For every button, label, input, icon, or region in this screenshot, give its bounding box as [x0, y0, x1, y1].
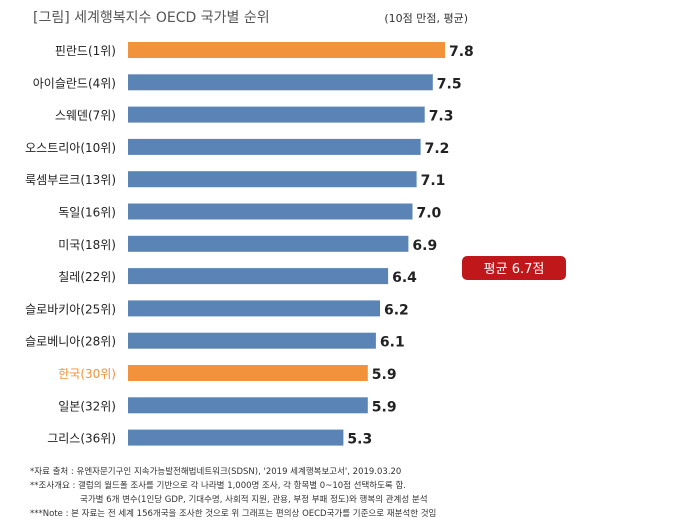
category-label-item-13: 그리스(36위) [47, 432, 116, 446]
value-labels: 7.8 7.5 7.3 7.2 7.1 7.0 6.9 6.4 6.2 6.1 5.9 5.9 5.3 [347, 44, 473, 448]
category-label-item-10: 슬로베니아(28위) [25, 335, 116, 349]
value-label-item-2: 7.5 [437, 76, 462, 92]
value-label-item-5: 7.1 [421, 173, 446, 189]
category-label-item-8: 칠레(22위) [58, 270, 116, 284]
category-label-item-2: 아이슬란드(4위) [33, 76, 116, 90]
category-label-item-9: 슬로바키아(25위) [25, 302, 116, 316]
bar-group [128, 42, 445, 446]
average-label: 평균 6.7점 [484, 262, 545, 277]
value-label-item-9: 6.2 [384, 302, 409, 318]
category-label-item-3: 스웨덴(7위) [55, 109, 116, 123]
value-label-item-7: 6.9 [412, 238, 437, 254]
reanalysis-note: ***Note : 본 자료는 전 세계 156개국을 조사한 것으로 위 그래… [30, 509, 437, 519]
bar-item-8 [128, 268, 389, 285]
bar-item-7 [128, 235, 409, 252]
value-label-item-8: 6.4 [392, 270, 417, 286]
bar-item-1 [128, 42, 445, 58]
category-labels: 핀란드(1위) 아이슬란드(4위) 스웨덴(7위) 오스트리아(10위) 룩셈부르크(1… [25, 44, 116, 446]
category-label-item-12: 일본(32위) [58, 399, 116, 413]
value-label-item-13: 5.3 [347, 432, 372, 448]
bar-item-6 [128, 203, 413, 220]
unit-label: (10점 만점, 평균) [384, 12, 468, 25]
happiness-bar-chart: [그림] 세계행복지수 OECD 국가별 순위 (10점 만점, 평균) 핀란드… [25, 10, 566, 448]
bar-item-3 [128, 106, 425, 123]
category-label-item-5: 룩셈부르크(13위) [25, 173, 116, 187]
value-label-item-3: 7.3 [429, 109, 454, 125]
value-label-item-11: 5.9 [372, 367, 397, 383]
bar-item-5 [128, 171, 417, 188]
bar-item-12 [128, 397, 368, 414]
source-note: *자료 출처 : 유엔자문기구인 지속가능발전해법네트워크(SDSN), '20… [30, 467, 402, 477]
value-label-item-4: 7.2 [425, 141, 450, 157]
category-label-item-7: 미국(18위) [58, 238, 116, 252]
average-badge [462, 256, 566, 280]
category-label-item-4: 오스트리아(10위) [25, 141, 116, 155]
bar-item-10 [128, 332, 376, 349]
category-label-item-1: 핀란드(1위) [55, 44, 116, 58]
bar-item-13 [128, 429, 344, 446]
survey-note-1: **조사개요 : 갤럽의 월드폴 조사를 기반으로 각 나라별 1,000명 조… [30, 481, 406, 491]
value-label-item-1: 7.8 [449, 44, 474, 60]
bar-item-4 [128, 138, 421, 155]
bar-item-2 [128, 74, 433, 91]
survey-note-2: 국가별 6개 변수(1인당 GDP, 기대수명, 사회적 지원, 관용, 부정 … [80, 495, 428, 505]
value-label-item-12: 5.9 [372, 399, 397, 415]
footnotes: *자료 출처 : 유엔자문기구인 지속가능발전해법네트워크(SDSN), '20… [30, 465, 670, 521]
category-label-item-6: 독일(16위) [58, 206, 116, 220]
category-label-item-11: 한국(30위) [58, 367, 116, 381]
bar-item-9 [128, 300, 380, 317]
value-label-item-10: 6.1 [380, 335, 405, 351]
chart-title: [그림] 세계행복지수 OECD 국가별 순위 [33, 10, 270, 26]
bar-item-11 [128, 365, 368, 381]
value-label-item-6: 7.0 [417, 206, 442, 222]
